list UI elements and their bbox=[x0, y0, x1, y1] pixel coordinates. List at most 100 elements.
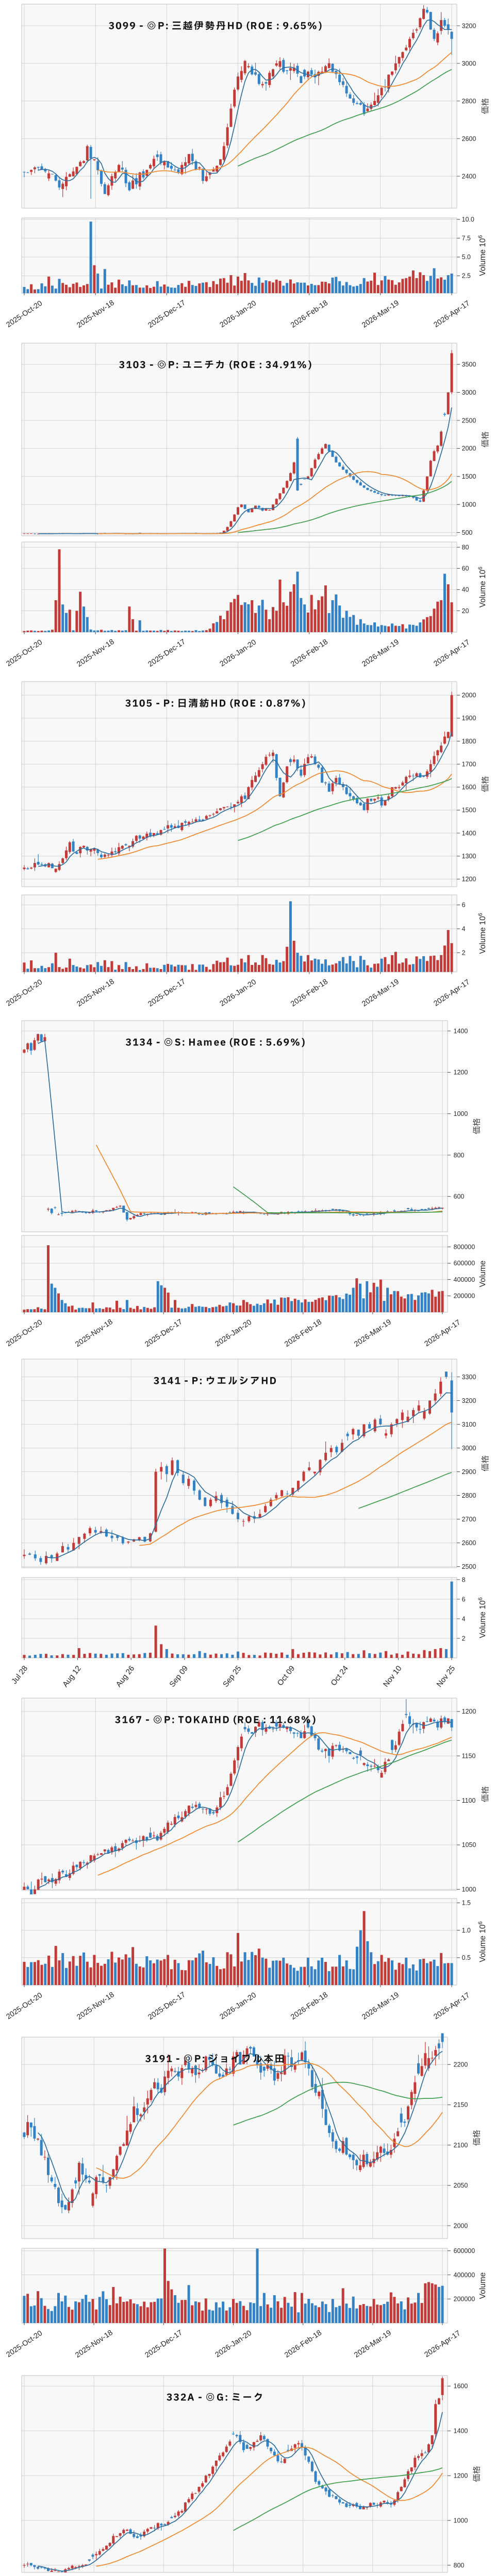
svg-text:1500: 1500 bbox=[462, 807, 476, 814]
svg-text:2000: 2000 bbox=[462, 692, 476, 699]
svg-text:2025-Oct-20: 2025-Oct-20 bbox=[5, 299, 44, 329]
svg-text:1.5: 1.5 bbox=[462, 1900, 471, 1907]
svg-text:2026-Mar-19: 2026-Mar-19 bbox=[360, 638, 401, 669]
svg-text:1000: 1000 bbox=[462, 501, 476, 508]
svg-text:Nov 10: Nov 10 bbox=[382, 1664, 404, 1689]
svg-text:1.0: 1.0 bbox=[462, 1927, 471, 1934]
svg-text:7.5: 7.5 bbox=[462, 235, 471, 242]
svg-text:2026-Apr-17: 2026-Apr-17 bbox=[432, 978, 471, 1008]
svg-text:2025-Oct-20: 2025-Oct-20 bbox=[5, 1318, 44, 1348]
svg-text:5.0: 5.0 bbox=[462, 253, 471, 261]
svg-text:Aug 12: Aug 12 bbox=[61, 1664, 83, 1689]
svg-text:0.5: 0.5 bbox=[462, 1954, 471, 1961]
svg-text:2026-Jan-20: 2026-Jan-20 bbox=[219, 1991, 258, 2022]
svg-text:2100: 2100 bbox=[454, 2141, 468, 2148]
svg-text:500: 500 bbox=[462, 529, 473, 536]
svg-text:2026-Mar-19: 2026-Mar-19 bbox=[360, 1991, 401, 2022]
svg-text:3200: 3200 bbox=[462, 22, 476, 29]
svg-text:1200: 1200 bbox=[454, 2472, 468, 2480]
svg-text:40: 40 bbox=[462, 586, 469, 593]
svg-text:2026-Feb-18: 2026-Feb-18 bbox=[289, 638, 329, 669]
svg-text:1500: 1500 bbox=[462, 473, 476, 480]
svg-text:20: 20 bbox=[462, 607, 469, 614]
svg-text:1100: 1100 bbox=[462, 1797, 476, 1804]
svg-text:1200: 1200 bbox=[462, 876, 476, 883]
svg-text:2025-Dec-17: 2025-Dec-17 bbox=[146, 637, 187, 668]
svg-text:Volume: Volume bbox=[478, 2272, 487, 2299]
svg-text:2700: 2700 bbox=[462, 1516, 476, 1523]
svg-text:60: 60 bbox=[462, 565, 469, 572]
svg-text:3500: 3500 bbox=[462, 361, 476, 368]
svg-text:2026-Feb-18: 2026-Feb-18 bbox=[289, 299, 329, 330]
svg-text:3000: 3000 bbox=[462, 1445, 476, 1452]
svg-text:Oct 24: Oct 24 bbox=[329, 1664, 350, 1687]
svg-text:2200: 2200 bbox=[454, 2061, 468, 2068]
svg-text:1600: 1600 bbox=[462, 784, 476, 791]
svg-text:2025-Nov-18: 2025-Nov-18 bbox=[74, 2328, 114, 2359]
svg-text:2025-Dec-17: 2025-Dec-17 bbox=[146, 978, 187, 1009]
svg-text:2026-Jan-20: 2026-Jan-20 bbox=[219, 638, 258, 668]
svg-text:Volume 106: Volume 106 bbox=[477, 1921, 487, 1962]
svg-text:8: 8 bbox=[462, 1577, 466, 1584]
svg-text:2025-Dec-17: 2025-Dec-17 bbox=[146, 299, 187, 330]
svg-text:1200: 1200 bbox=[462, 1708, 476, 1715]
svg-text:2400: 2400 bbox=[462, 173, 476, 180]
svg-text:2500: 2500 bbox=[462, 1563, 476, 1570]
svg-text:3300: 3300 bbox=[462, 1374, 476, 1381]
svg-text:1000: 1000 bbox=[462, 1886, 476, 1893]
svg-text:2025-Oct-20: 2025-Oct-20 bbox=[5, 638, 44, 668]
svg-text:2026-Mar-19: 2026-Mar-19 bbox=[360, 299, 401, 330]
svg-text:1400: 1400 bbox=[454, 1027, 468, 1035]
svg-text:1400: 1400 bbox=[454, 2428, 468, 2435]
svg-text:3000: 3000 bbox=[462, 60, 476, 67]
svg-text:2026-Apr-17: 2026-Apr-17 bbox=[432, 299, 471, 329]
svg-text:Volume 106: Volume 106 bbox=[477, 235, 487, 276]
svg-text:2026-Mar-19: 2026-Mar-19 bbox=[353, 2329, 393, 2360]
svg-text:2026-Feb-18: 2026-Feb-18 bbox=[289, 1991, 329, 2022]
svg-text:2026-Jan-20: 2026-Jan-20 bbox=[214, 1318, 253, 1348]
svg-text:2026-Mar-19: 2026-Mar-19 bbox=[360, 978, 401, 1009]
svg-text:4: 4 bbox=[462, 1616, 466, 1623]
svg-text:10.0: 10.0 bbox=[462, 216, 474, 223]
svg-text:2.5: 2.5 bbox=[462, 273, 471, 280]
svg-text:2150: 2150 bbox=[454, 2101, 468, 2108]
svg-text:2026-Apr-17: 2026-Apr-17 bbox=[423, 1318, 462, 1348]
svg-text:2026-Feb-18: 2026-Feb-18 bbox=[283, 2329, 323, 2360]
svg-text:2000: 2000 bbox=[462, 445, 476, 452]
svg-text:2025-Nov-18: 2025-Nov-18 bbox=[75, 299, 116, 330]
svg-text:2500: 2500 bbox=[462, 417, 476, 424]
svg-text:2026-Mar-19: 2026-Mar-19 bbox=[353, 1318, 393, 1349]
svg-text:1600: 1600 bbox=[454, 2383, 468, 2390]
svg-text:2800: 2800 bbox=[462, 97, 476, 105]
svg-text:3200: 3200 bbox=[462, 1397, 476, 1404]
svg-text:2026-Feb-18: 2026-Feb-18 bbox=[289, 978, 329, 1009]
svg-text:800000: 800000 bbox=[454, 1243, 475, 1250]
svg-text:200000: 200000 bbox=[454, 1292, 475, 1299]
svg-text:2025-Nov-18: 2025-Nov-18 bbox=[75, 978, 116, 1009]
svg-text:2026-Apr-17: 2026-Apr-17 bbox=[432, 638, 471, 668]
svg-text:4: 4 bbox=[462, 925, 466, 933]
svg-text:200000: 200000 bbox=[454, 2295, 475, 2302]
svg-text:2026-Jan-20: 2026-Jan-20 bbox=[219, 299, 258, 330]
svg-text:80: 80 bbox=[462, 544, 469, 551]
svg-text:2000: 2000 bbox=[454, 2222, 468, 2229]
svg-text:2600: 2600 bbox=[462, 1539, 476, 1547]
svg-text:3100: 3100 bbox=[462, 1421, 476, 1428]
svg-text:2050: 2050 bbox=[454, 2182, 468, 2189]
svg-text:1800: 1800 bbox=[462, 738, 476, 745]
svg-text:2025-Nov-18: 2025-Nov-18 bbox=[75, 1991, 116, 2022]
svg-text:1400: 1400 bbox=[462, 829, 476, 837]
svg-text:1900: 1900 bbox=[462, 715, 476, 722]
svg-text:2600: 2600 bbox=[462, 135, 476, 142]
svg-text:Volume: Volume bbox=[478, 1260, 487, 1287]
svg-text:2026-Apr-17: 2026-Apr-17 bbox=[423, 2329, 462, 2359]
svg-text:400000: 400000 bbox=[454, 2271, 475, 2278]
svg-text:Jul 28: Jul 28 bbox=[10, 1664, 29, 1686]
svg-text:2025-Oct-20: 2025-Oct-20 bbox=[5, 1991, 44, 2021]
svg-text:2026-Apr-17: 2026-Apr-17 bbox=[432, 1991, 471, 2021]
svg-text:2025-Dec-17: 2025-Dec-17 bbox=[143, 1318, 184, 1349]
svg-text:1000: 1000 bbox=[454, 1110, 468, 1117]
svg-text:Volume 106: Volume 106 bbox=[477, 913, 487, 954]
svg-text:Nov 25: Nov 25 bbox=[435, 1664, 457, 1689]
svg-text:800: 800 bbox=[454, 1151, 465, 1159]
